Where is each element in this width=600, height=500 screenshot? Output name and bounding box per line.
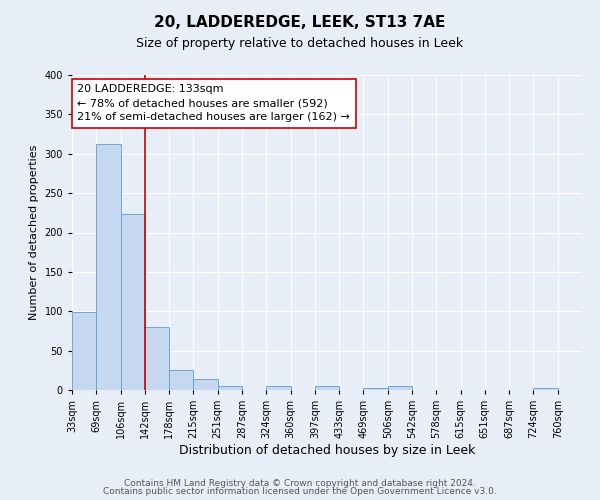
Text: Contains HM Land Registry data © Crown copyright and database right 2024.: Contains HM Land Registry data © Crown c… (124, 478, 476, 488)
Bar (388, 386, 412, 390)
Bar (169, 370, 193, 390)
Bar (72, 312, 96, 390)
Text: Size of property relative to detached houses in Leek: Size of property relative to detached ho… (136, 38, 464, 51)
Bar (266, 386, 290, 390)
Text: Contains public sector information licensed under the Open Government Licence v3: Contains public sector information licen… (103, 487, 497, 496)
Bar (145, 327, 169, 390)
Bar (533, 388, 558, 390)
Bar (218, 386, 242, 390)
Bar (364, 388, 388, 390)
Bar (121, 214, 145, 390)
Bar (315, 386, 339, 390)
X-axis label: Distribution of detached houses by size in Leek: Distribution of detached houses by size … (179, 444, 475, 457)
Y-axis label: Number of detached properties: Number of detached properties (29, 145, 39, 320)
Text: 20 LADDEREDGE: 133sqm
← 78% of detached houses are smaller (592)
21% of semi-det: 20 LADDEREDGE: 133sqm ← 78% of detached … (77, 84, 350, 122)
Text: 20, LADDEREDGE, LEEK, ST13 7AE: 20, LADDEREDGE, LEEK, ST13 7AE (154, 15, 446, 30)
Bar (193, 379, 218, 390)
Bar (96, 144, 121, 390)
